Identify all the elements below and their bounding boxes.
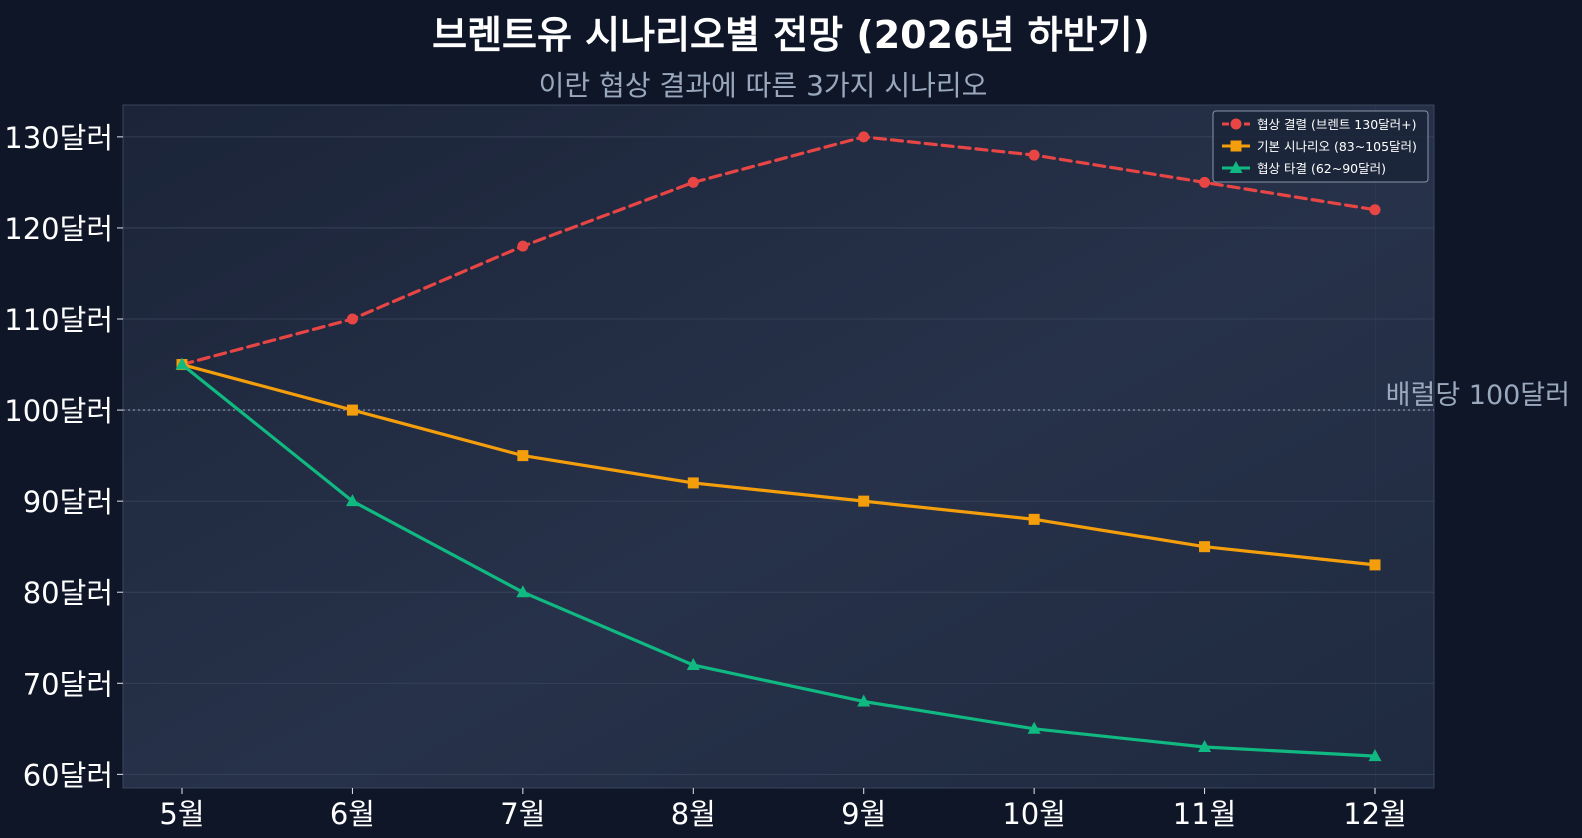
- series-0: [176, 131, 1381, 371]
- data-point: [1027, 721, 1041, 734]
- data-point: [1199, 541, 1211, 553]
- data-point: [687, 176, 699, 188]
- legend-label: 기본 시나리오 (83~105달러): [1257, 139, 1417, 154]
- reference-line: 배럴당 100달러: [123, 380, 1570, 411]
- legend-swatch-marker: [1229, 161, 1243, 173]
- data-point: [1028, 513, 1040, 525]
- data-point: [346, 313, 358, 325]
- x-axis: 5월 6월 7월 8월 9월 10월 11월 12월: [159, 788, 1407, 831]
- data-point: [1028, 149, 1040, 161]
- y-tick-label: 90달러: [23, 485, 113, 519]
- data-point: [175, 357, 189, 370]
- series-line: [180, 135, 1377, 367]
- data-point: [516, 585, 530, 598]
- data-point: [858, 131, 870, 143]
- x-tick-label: 8월: [671, 797, 716, 831]
- y-tick-label: 60달러: [23, 758, 113, 792]
- x-tick-label: 7월: [500, 797, 545, 831]
- y-tick-label: 130달러: [4, 121, 113, 155]
- x-tick-label: 10월: [1002, 797, 1066, 831]
- series-line: [180, 362, 1377, 567]
- data-point: [1368, 749, 1382, 762]
- data-point: [858, 495, 870, 507]
- y-axis: 60달러 70달러 80달러 90달러 100달러 110달러 120달러 130달러: [4, 121, 123, 792]
- x-tick-label: 5월: [159, 797, 204, 831]
- plot-area: [122, 104, 1435, 789]
- y-tick-label: 100달러: [4, 394, 113, 428]
- data-point: [346, 404, 358, 416]
- data-point: [517, 450, 529, 462]
- data-point: [517, 240, 529, 252]
- data-point: [1198, 740, 1212, 753]
- x-tick-label: 6월: [330, 797, 375, 831]
- reference-line-label: 배럴당 100달러: [1386, 380, 1570, 411]
- y-tick-label: 80달러: [23, 576, 113, 610]
- x-tick-label: 12월: [1343, 797, 1407, 831]
- legend-swatch-marker: [1230, 118, 1242, 130]
- data-point: [1369, 204, 1381, 216]
- series-line: [180, 362, 1377, 758]
- chart-title: 브렌트유 시나리오별 전망 (2026년 하반기): [432, 13, 1150, 57]
- legend-swatch-marker: [1230, 140, 1242, 152]
- y-tick-label: 110달러: [4, 303, 113, 337]
- data-point: [1199, 176, 1211, 188]
- data-point: [687, 477, 699, 489]
- series-group: [175, 131, 1382, 762]
- x-tick-label: 9월: [841, 797, 886, 831]
- legend-label: 협상 결렬 (브렌트 130달러+): [1257, 117, 1417, 132]
- data-point: [857, 694, 871, 707]
- legend-label: 협상 타결 (62~90달러): [1257, 161, 1386, 176]
- chart-subtitle: 이란 협상 결과에 따른 3가지 시나리오: [538, 69, 988, 102]
- data-point: [686, 658, 700, 671]
- data-point: [1369, 559, 1381, 571]
- data-point: [345, 494, 359, 507]
- legend-box: [1212, 110, 1429, 183]
- series-2: [175, 357, 1382, 762]
- legend: 협상 결렬 (브렌트 130달러+) 기본 시나리오 (83~105달러) 협상 타…: [1212, 110, 1429, 183]
- y-tick-label: 70달러: [23, 667, 113, 701]
- x-tick-label: 11월: [1173, 797, 1237, 831]
- y-tick-label: 120달러: [4, 212, 113, 246]
